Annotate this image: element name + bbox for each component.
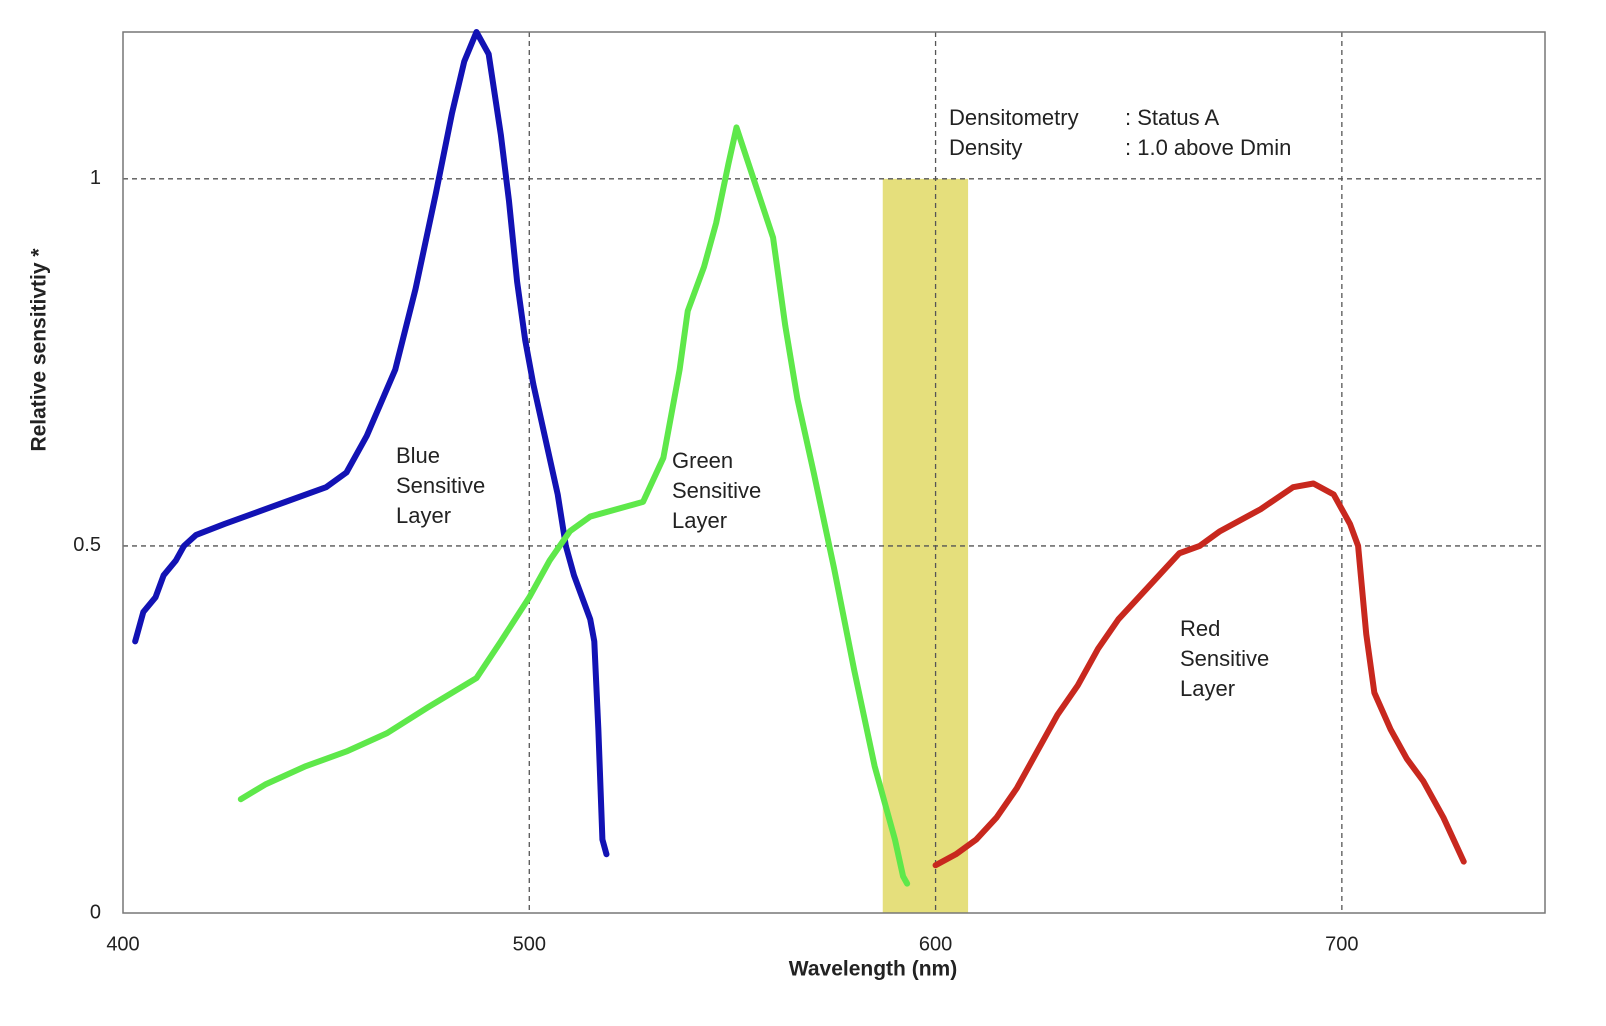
series-label: Sensitive (396, 473, 485, 498)
series-label: Red (1180, 616, 1220, 641)
series-label: Layer (396, 503, 451, 528)
x-tick-label: 700 (1325, 933, 1358, 955)
y-tick-label: 1 (90, 167, 101, 189)
y-axis-title: Relative sensitivtiy * (28, 248, 51, 452)
note-value: : Status A (1125, 105, 1219, 130)
series-label: Sensitive (1180, 646, 1269, 671)
series-label: Layer (672, 508, 727, 533)
note-value: : 1.0 above Dmin (1125, 135, 1291, 160)
note-label: Density (949, 135, 1022, 160)
sensitivity-line (932, 480, 1467, 869)
series-label: Blue (396, 443, 440, 468)
series-label: Sensitive (672, 478, 761, 503)
x-tick-label: 500 (513, 933, 546, 955)
x-axis-title: Wavelength (nm) (789, 958, 957, 981)
sensitivity-line (132, 29, 610, 858)
x-tick-label: 400 (106, 933, 139, 955)
sensitivity-line (237, 124, 911, 887)
y-tick-label: 0 (90, 901, 101, 923)
plot-frame (122, 31, 1546, 914)
x-tick-label: 600 (919, 933, 952, 955)
series-label: Layer (1180, 676, 1235, 701)
y-tick-label: 0.5 (73, 534, 101, 556)
series-label: Green (672, 448, 733, 473)
note-label: Densitometry (949, 105, 1079, 130)
